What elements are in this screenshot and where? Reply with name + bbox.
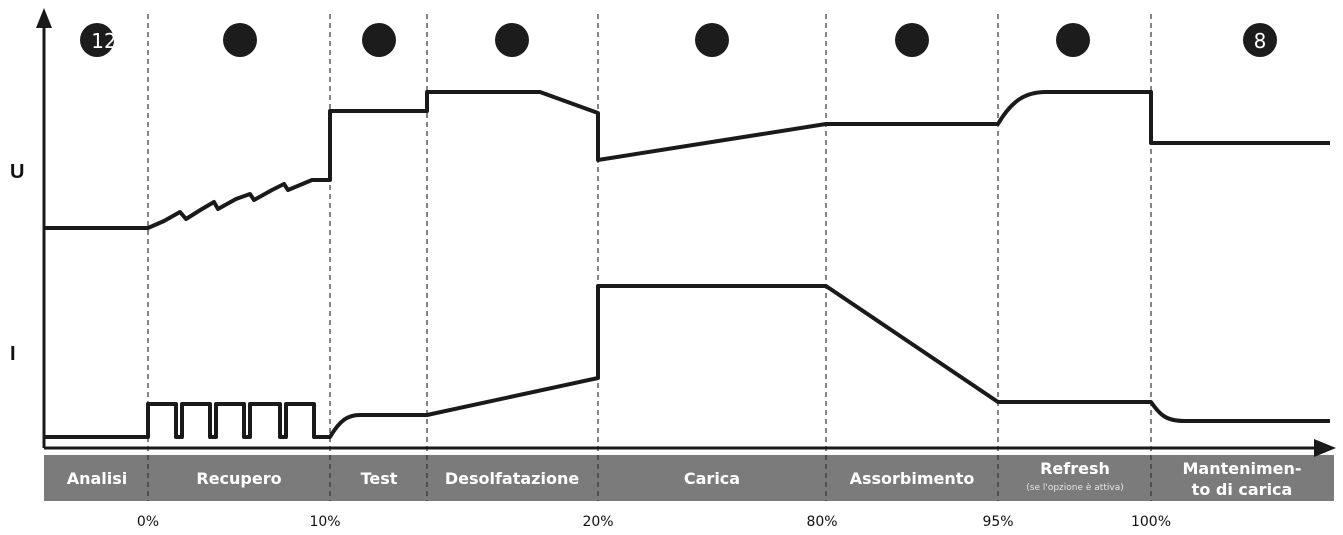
- x-axis-arrow-icon: [1314, 439, 1336, 457]
- progress-mark: 95%: [982, 514, 1013, 530]
- voltage-axis-label: U: [10, 161, 24, 183]
- progress-mark: 80%: [806, 514, 837, 530]
- indicator-mantenimento-text: 8: [1254, 29, 1267, 53]
- phase-bar-separators: [147, 455, 1152, 501]
- indicator-refresh-circle: [1056, 23, 1090, 57]
- phase-label-mantenimento-line2: to di carica: [1192, 480, 1293, 499]
- phase-label-mantenimento-line1: Mantenimen-: [1182, 459, 1301, 478]
- phase-label-test: Test: [361, 469, 398, 488]
- phase-label-assorbimento: Assorbimento: [850, 469, 975, 488]
- voltage-curve: [44, 90, 1330, 230]
- phase-indicators: 12 8: [80, 23, 1277, 57]
- axes: [36, 8, 1336, 457]
- indicator-desolfatazione-circle: [495, 23, 529, 57]
- phase-label-refresh: Refresh: [1040, 459, 1110, 478]
- phase-label-carica: Carica: [684, 469, 740, 488]
- y-axis-arrow-icon: [36, 8, 52, 28]
- progress-mark: 20%: [582, 514, 613, 530]
- phase-bar: [44, 455, 1334, 501]
- indicator-recupero-circle: [223, 23, 257, 57]
- phase-dividers: [147, 14, 1152, 455]
- indicator-analisi-text: 12: [91, 29, 116, 53]
- progress-mark: 10%: [309, 514, 340, 530]
- phase-label-analisi: Analisi: [67, 469, 128, 488]
- indicator-test-circle: [362, 23, 396, 57]
- indicator-assorbimento-circle: [895, 23, 929, 57]
- phase-label-desolfatazione: Desolfatazione: [445, 469, 580, 488]
- progress-marks: 0% 10% 20% 80% 95% 100%: [137, 514, 1171, 530]
- current-axis-label: I: [10, 343, 16, 365]
- indicator-analisi-circle: [80, 23, 114, 57]
- progress-mark: 100%: [1131, 514, 1171, 530]
- indicator-carica-circle: [695, 23, 729, 57]
- current-curve: [44, 284, 1330, 439]
- phase-labels: Analisi Recupero Test Desolfatazione Car…: [67, 459, 1302, 499]
- indicator-mantenimento-circle: [1243, 23, 1277, 57]
- phase-label-recupero: Recupero: [196, 469, 281, 488]
- phase-sublabel-refresh: (se l'opzione è attiva): [1026, 482, 1123, 493]
- progress-mark: 0%: [137, 514, 159, 530]
